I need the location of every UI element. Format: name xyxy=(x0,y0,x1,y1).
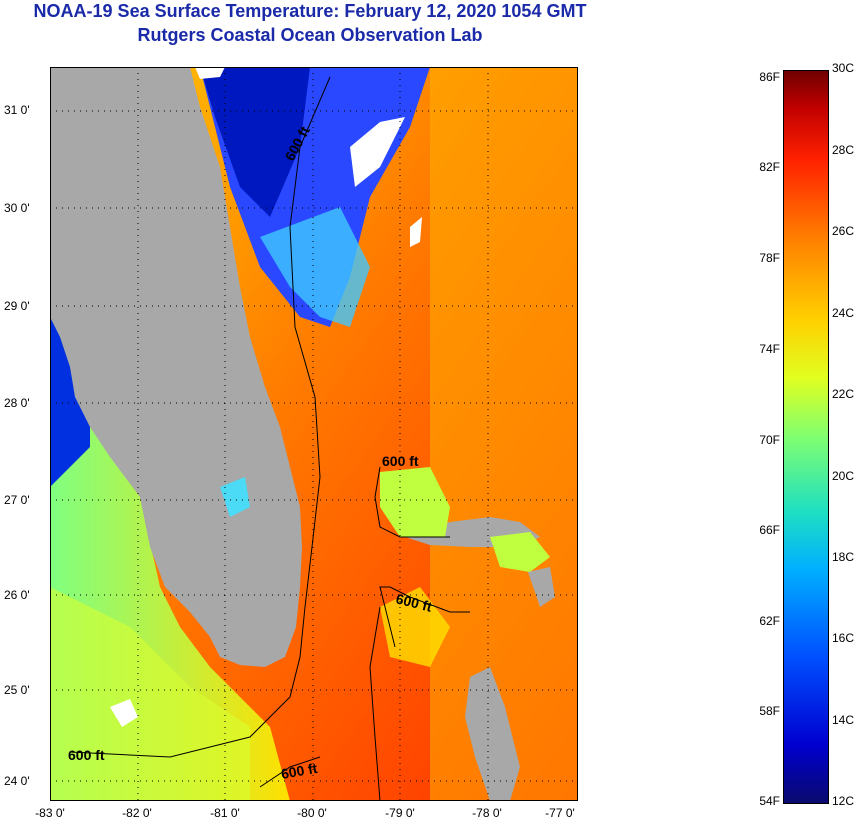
celsius-label: 24C xyxy=(832,306,855,320)
celsius-label: 20C xyxy=(832,469,855,483)
lat-label: 29 0' xyxy=(4,299,30,313)
celsius-label: 16C xyxy=(832,631,855,645)
celsius-label: 14C xyxy=(832,713,855,727)
fahrenheit-label: 58F xyxy=(759,704,780,718)
depth-contour xyxy=(69,76,331,758)
celsius-label: 18C xyxy=(832,550,855,564)
fahrenheit-label: 70F xyxy=(759,433,780,447)
map-title: NOAA-19 Sea Surface Temperature: Februar… xyxy=(33,1,587,21)
lon-label: -83 0' xyxy=(35,806,65,820)
fahrenheit-label: 74F xyxy=(759,342,780,356)
fahrenheit-label: 66F xyxy=(759,523,780,537)
contour-label: 600 ft xyxy=(382,453,419,469)
celsius-label: 28C xyxy=(832,143,855,157)
lat-label: 31 0' xyxy=(4,103,30,117)
lat-label: 25 0' xyxy=(4,683,30,697)
lat-label: 26 0' xyxy=(4,588,30,602)
lon-label: -80 0' xyxy=(297,806,327,820)
lat-label: 28 0' xyxy=(4,396,30,410)
fahrenheit-label: 54F xyxy=(759,794,780,808)
contour-label: 600 ft xyxy=(280,760,319,782)
lon-label: -82 0' xyxy=(122,806,152,820)
temperature-colorbar xyxy=(783,70,829,804)
fahrenheit-label: 62F xyxy=(759,614,780,628)
celsius-label: 12C xyxy=(832,794,855,808)
lat-label: 27 0' xyxy=(4,493,30,507)
celsius-label: 30C xyxy=(832,61,855,75)
lon-label: -77 0' xyxy=(545,806,575,820)
map-subtitle: Rutgers Coastal Ocean Observation Lab xyxy=(137,25,483,45)
celsius-label: 26C xyxy=(832,224,855,238)
lat-label: 24 0' xyxy=(4,774,30,788)
fahrenheit-label: 82F xyxy=(759,160,780,174)
florida-land xyxy=(50,67,302,667)
fahrenheit-label: 86F xyxy=(759,70,780,84)
fahrenheit-label: 78F xyxy=(759,251,780,265)
lon-label: -78 0' xyxy=(472,806,502,820)
lon-label: -81 0' xyxy=(210,806,240,820)
lat-lon-grid xyxy=(50,67,578,801)
celsius-label: 22C xyxy=(832,387,855,401)
lat-label: 30 0' xyxy=(4,201,30,215)
cloud-patch xyxy=(350,117,405,187)
contour-label: 600 ft xyxy=(68,747,105,763)
sst-map: 600 ft 600 ft 600 ft 600 ft 600 ft xyxy=(50,67,578,801)
lon-label: -79 0' xyxy=(385,806,415,820)
